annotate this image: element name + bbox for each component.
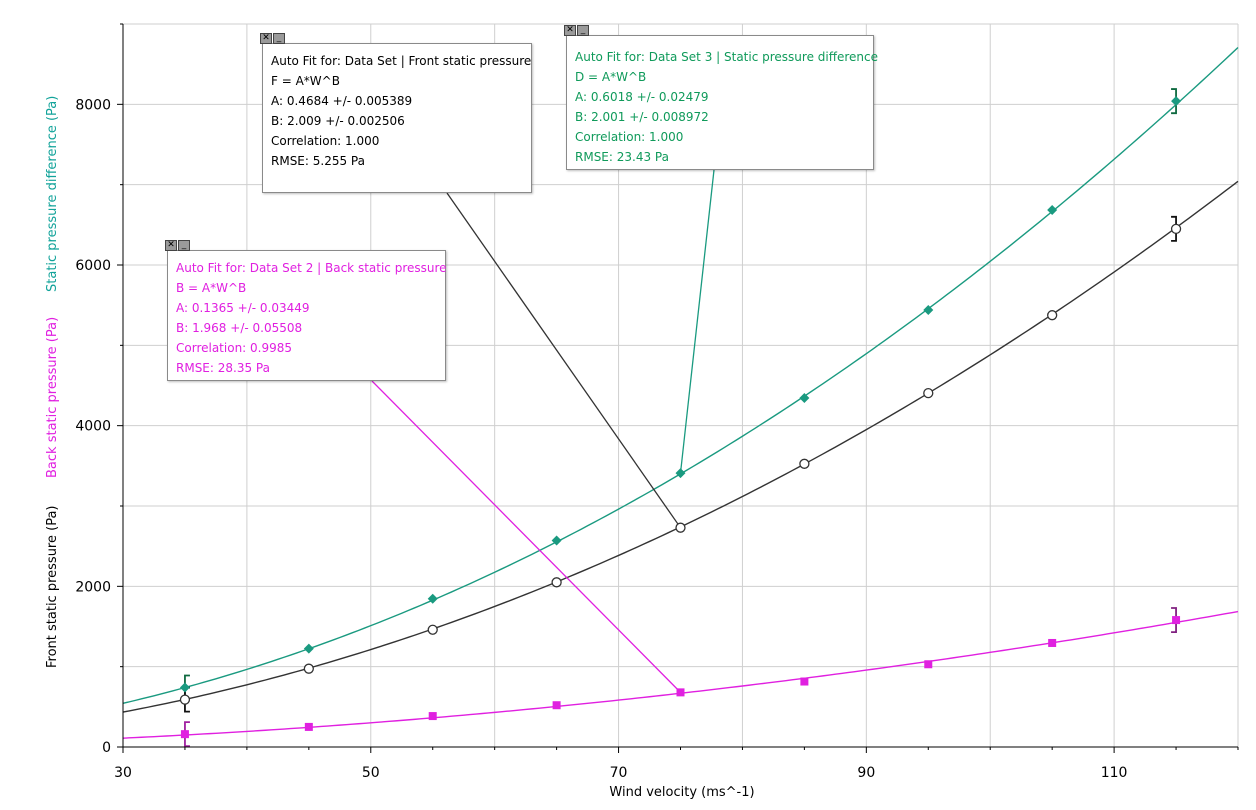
y-tick-labels: 0 2000 4000 6000 8000 <box>75 97 111 756</box>
point-back <box>428 712 437 721</box>
x-tick-labels: 30 50 70 90 110 <box>114 765 1127 781</box>
point-back <box>1048 638 1057 647</box>
axes <box>117 23 1239 753</box>
point-front <box>1047 310 1058 321</box>
x-tick-label: 70 <box>610 765 628 781</box>
point-front <box>179 694 191 705</box>
point-diff <box>303 643 314 654</box>
y-axis-title-front: Front static pressure (Pa) <box>45 506 60 669</box>
y-axis-title-back: Back static pressure (Pa) <box>45 317 60 478</box>
point-front <box>799 458 810 469</box>
point-back <box>1172 616 1181 625</box>
x-tick-label: 90 <box>857 765 875 781</box>
y-tick-label: 4000 <box>75 419 111 435</box>
x-tick-label: 110 <box>1101 765 1128 781</box>
close-icon[interactable]: ✕ <box>260 33 272 44</box>
point-diff <box>799 392 810 403</box>
point-diff <box>427 593 438 604</box>
fit-box-front[interactable]: ✕ _ Auto Fit for: Data Set | Front stati… <box>260 33 532 193</box>
fit-rmse: RMSE: 23.43 Pa <box>575 150 669 164</box>
data-points <box>179 96 1182 739</box>
fit-correlation: Correlation: 0.9985 <box>176 341 293 355</box>
x-tick-label: 50 <box>362 765 380 781</box>
point-back <box>800 677 809 686</box>
point-front <box>303 663 314 674</box>
point-front <box>923 387 934 399</box>
fit-curve-back <box>122 610 1239 739</box>
fit-equation: F = A*W^B <box>271 74 340 88</box>
point-back <box>924 660 933 669</box>
fit-param-a: A: 0.1365 +/- 0.03449 <box>176 301 310 315</box>
fit-param-b: B: 2.001 +/- 0.008972 <box>575 110 709 124</box>
point-diff <box>675 468 686 479</box>
fit-param-a: A: 0.4684 +/- 0.005389 <box>271 94 413 108</box>
point-front <box>675 522 686 533</box>
point-diff <box>551 535 562 546</box>
fit-correlation: Correlation: 1.000 <box>575 130 684 144</box>
minimize-icon[interactable]: _ <box>577 25 589 36</box>
leader-line-back <box>371 380 681 693</box>
fit-title: Auto Fit for: Data Set 2 | Back static p… <box>176 261 447 275</box>
fit-box-difference[interactable]: ✕ _ Auto Fit for: Data Set 3 | Static pr… <box>564 25 879 170</box>
y-tick-label: 2000 <box>75 579 111 595</box>
y-axis-title-diff: Static pressure difference (Pa) <box>45 96 60 292</box>
fit-title: Auto Fit for: Data Set 3 | Static pressu… <box>575 50 879 64</box>
close-icon[interactable]: ✕ <box>564 25 576 36</box>
point-back <box>180 730 189 739</box>
y-tick-label: 0 <box>102 740 111 756</box>
fit-param-a: A: 0.6018 +/- 0.02479 <box>575 90 709 104</box>
fit-rmse: RMSE: 28.35 Pa <box>176 361 270 375</box>
point-diff <box>1047 204 1058 215</box>
close-icon[interactable]: ✕ <box>165 240 177 251</box>
point-back <box>676 688 685 697</box>
leader-line-front <box>446 192 682 529</box>
point-back <box>304 722 313 731</box>
y-tick-label: 6000 <box>75 258 111 274</box>
x-axis-title: Wind velocity (ms^-1) <box>609 785 754 800</box>
minimize-icon[interactable]: _ <box>273 33 285 44</box>
x-tick-label: 30 <box>114 765 132 781</box>
point-front <box>1170 223 1182 235</box>
fit-box-back[interactable]: ✕ _ Auto Fit for: Data Set 2 | Back stat… <box>165 240 447 381</box>
leader-line-diff <box>679 169 715 474</box>
point-front <box>551 577 562 588</box>
fit-param-b: B: 1.968 +/- 0.05508 <box>176 321 303 335</box>
point-back <box>552 701 561 710</box>
fit-equation: D = A*W^B <box>575 70 647 84</box>
fit-equation: B = A*W^B <box>176 281 247 295</box>
annotation-leaders <box>371 169 715 693</box>
point-diff <box>923 304 934 315</box>
point-diff <box>1171 96 1182 107</box>
point-diff <box>179 682 190 693</box>
minimize-icon[interactable]: _ <box>178 240 190 251</box>
fit-correlation: Correlation: 1.000 <box>271 134 380 148</box>
point-front <box>427 624 438 635</box>
fit-rmse: RMSE: 5.255 Pa <box>271 154 365 168</box>
y-tick-label: 8000 <box>75 97 111 113</box>
fit-param-b: B: 2.009 +/- 0.002506 <box>271 114 405 128</box>
fit-title: Auto Fit for: Data Set | Front static pr… <box>271 54 532 68</box>
